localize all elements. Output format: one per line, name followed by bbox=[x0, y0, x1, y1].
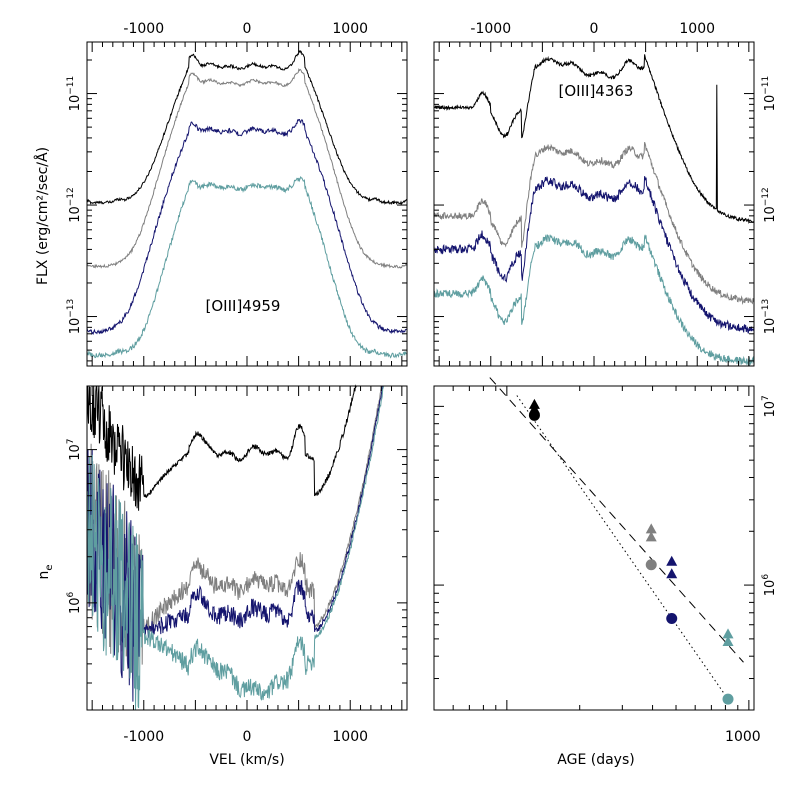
oiii4959-series-epoch2 bbox=[86, 67, 408, 269]
oiii4959-label: [OIII]4959 bbox=[206, 297, 281, 315]
oiii4363-series-epoch4 bbox=[433, 234, 755, 366]
y-axis-label-flux: FLX (erg/cm²/sec/Å) bbox=[34, 147, 51, 285]
oiii4363-series-epoch3 bbox=[433, 176, 755, 334]
data-point-circle bbox=[645, 559, 657, 571]
oiii4959-y-tick-label: 10−11 bbox=[66, 76, 83, 112]
panel-density: -1000 0 1000 107 106 bbox=[66, 384, 408, 745]
density-y-tick-label: 106 bbox=[66, 591, 83, 614]
data-point-triangle bbox=[722, 636, 734, 647]
oiii4959-tick-label: 1000 bbox=[332, 21, 368, 37]
data-point-triangle bbox=[666, 568, 678, 579]
oiii4959-tick-label: -1000 bbox=[123, 21, 164, 37]
oiii4959-y-tick-label: 10−12 bbox=[66, 187, 83, 223]
oiii4959-frame bbox=[86, 41, 408, 367]
oiii4363-tick-label: 1000 bbox=[679, 21, 715, 37]
density-tick-label: 0 bbox=[243, 729, 252, 745]
data-point-circle bbox=[666, 613, 678, 625]
oiii4363-y-tick-label: 10−13 bbox=[761, 299, 778, 335]
oiii4363-series-epoch1 bbox=[433, 54, 755, 224]
density-series-epoch3 bbox=[86, 385, 407, 702]
oiii4363-y-tick-label: 10−11 bbox=[761, 76, 778, 112]
x-axis-label-age: AGE (days) bbox=[557, 752, 634, 768]
age-density-tick-label: 1000 bbox=[725, 729, 761, 745]
density-tick-label: -1000 bbox=[123, 729, 164, 745]
oiii4363-label: [OIII]4363 bbox=[559, 82, 634, 100]
data-point-circle bbox=[528, 409, 540, 421]
panel-oiii4959: -1000 0 1000 10−11 10−12 10−13 bbox=[66, 21, 408, 367]
age-density-frame bbox=[433, 385, 755, 711]
dotted-fit-line bbox=[516, 395, 729, 700]
oiii4959-series-epoch1 bbox=[86, 49, 408, 206]
oiii4363-tick-label: -1000 bbox=[470, 21, 511, 37]
data-point-circle bbox=[722, 693, 734, 705]
density-tick-label: 1000 bbox=[332, 729, 368, 745]
data-point-triangle bbox=[666, 555, 678, 566]
y-axis-label-density: ne bbox=[36, 564, 55, 579]
oiii4363-y-tick-label: 10−12 bbox=[761, 187, 778, 223]
panel-age-density: 1000 107 106 bbox=[433, 377, 778, 745]
oiii4959-tick-label: 0 bbox=[243, 21, 252, 37]
oiii4959-series-epoch3 bbox=[86, 119, 407, 336]
age-density-y-tick-label: 106 bbox=[761, 574, 778, 597]
oiii4959-y-tick-label: 10−13 bbox=[66, 299, 83, 335]
oiii4363-series-epoch2 bbox=[433, 142, 755, 305]
data-point-triangle bbox=[645, 523, 657, 534]
density-series-epoch4 bbox=[86, 385, 407, 711]
data-point-triangle bbox=[722, 628, 734, 639]
dashed-fit-line bbox=[489, 377, 744, 663]
x-axis-label-velocity: VEL (km/s) bbox=[209, 752, 284, 768]
age-density-y-tick-label: 107 bbox=[761, 395, 778, 417]
density-y-tick-label: 107 bbox=[66, 438, 83, 460]
data-point-triangle bbox=[645, 531, 657, 542]
panel-oiii4363: -1000 0 1000 10−11 10−12 10−13 bbox=[433, 21, 778, 367]
density-series-epoch1 bbox=[87, 384, 407, 511]
oiii4959-series-epoch4 bbox=[86, 175, 407, 359]
oiii4363-tick-label: 0 bbox=[590, 21, 599, 37]
